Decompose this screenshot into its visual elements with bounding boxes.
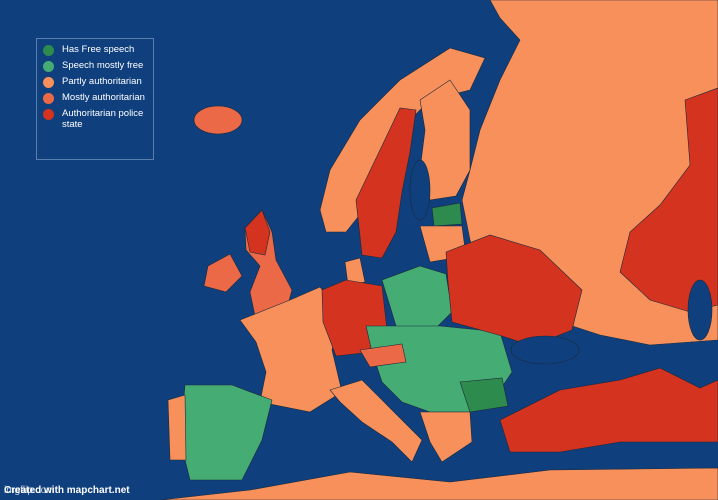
legend: Has Free speech Speech mostly free Partly … bbox=[36, 38, 154, 160]
north-africa bbox=[159, 467, 718, 500]
spain bbox=[179, 384, 273, 481]
legend-swatch bbox=[43, 109, 54, 120]
legend-label: Partly authoritarian bbox=[62, 76, 142, 87]
bulgaria bbox=[459, 377, 509, 413]
legend-swatch bbox=[43, 61, 54, 72]
balkans-south bbox=[419, 411, 473, 463]
legend-label: Speech mostly free bbox=[62, 60, 144, 71]
iceland bbox=[193, 105, 243, 135]
poland bbox=[381, 265, 453, 333]
legend-item: Speech mostly free bbox=[43, 60, 147, 72]
watermark: imgflip.com bbox=[4, 485, 55, 496]
turkey bbox=[499, 367, 718, 453]
russia-east bbox=[619, 87, 718, 313]
legend-item: Mostly authoritarian bbox=[43, 92, 147, 104]
baltic-sea bbox=[409, 159, 431, 221]
legend-swatch bbox=[43, 93, 54, 104]
legend-label: Authoritarian police state bbox=[62, 108, 144, 130]
finland bbox=[419, 79, 471, 201]
black-sea bbox=[510, 335, 580, 365]
portugal bbox=[167, 394, 187, 461]
watermark: Created with mapchart.net bbox=[4, 485, 130, 496]
estonia bbox=[431, 202, 463, 227]
scotland bbox=[244, 209, 271, 256]
legend-swatch bbox=[43, 45, 54, 56]
legend-label: Has Free speech bbox=[62, 44, 135, 55]
legend-label: Mostly authoritarian bbox=[62, 92, 145, 103]
denmark bbox=[344, 257, 366, 286]
italy bbox=[329, 379, 423, 463]
sweden bbox=[355, 107, 417, 259]
legend-item: Partly authoritarian bbox=[43, 76, 147, 88]
caspian-sea bbox=[687, 279, 713, 341]
legend-swatch bbox=[43, 77, 54, 88]
austria bbox=[359, 343, 407, 368]
legend-item: Has Free speech bbox=[43, 44, 147, 56]
ireland bbox=[203, 253, 243, 293]
legend-item: Authoritarian police state bbox=[43, 108, 147, 130]
